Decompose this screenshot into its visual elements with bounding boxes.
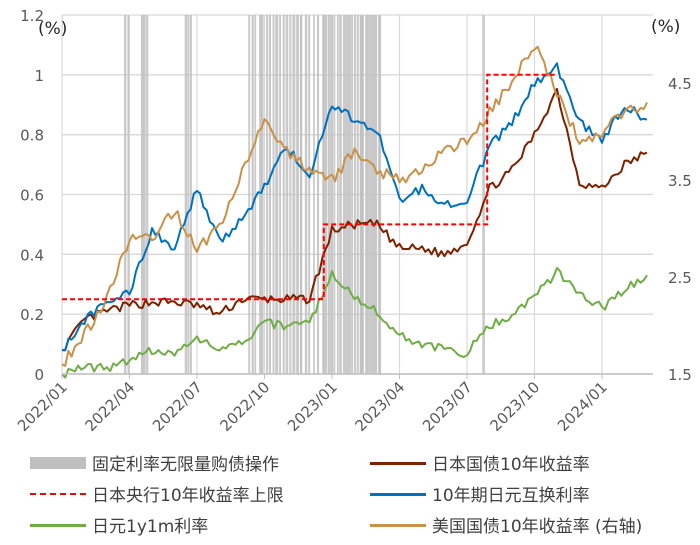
- gray-bar-swatch-icon: [30, 456, 86, 470]
- svg-text:1.5: 1.5: [668, 366, 692, 384]
- svg-text:4.5: 4.5: [668, 75, 692, 93]
- tan-line-swatch-icon: [370, 518, 426, 532]
- green-line-swatch-icon: [30, 518, 86, 532]
- svg-text:(%): (%): [38, 19, 67, 39]
- svg-text:2024/01: 2024/01: [554, 378, 611, 435]
- legend-item-boj-cap: 日本央行10年收益率上限: [30, 481, 284, 506]
- svg-text:0.4: 0.4: [20, 246, 44, 264]
- legend-item-jgb10y: 日本国债10年收益率: [370, 450, 590, 475]
- legend-label: 日本国债10年收益率: [432, 455, 590, 475]
- legend-item-jpy1y1m: 日元1y1m利率: [30, 512, 208, 537]
- legend-label: 美国国债10年收益率 (右轴): [432, 517, 643, 537]
- red-dash-swatch-icon: [30, 487, 86, 501]
- series-lines: [61, 45, 648, 379]
- blue-line-swatch-icon: [370, 487, 426, 501]
- line-chart: 00.20.40.60.811.2(%)1.52.53.54.5(%)2022/…: [14, 7, 692, 435]
- legend-item-ust10y: 美国国债10年收益率 (右轴): [370, 512, 642, 537]
- svg-text:3.5: 3.5: [668, 172, 692, 190]
- svg-text:2022/04: 2022/04: [82, 378, 139, 435]
- svg-text:0: 0: [34, 366, 44, 384]
- svg-text:2.5: 2.5: [668, 269, 692, 287]
- legend-label: 10年期日元互换利率: [432, 486, 590, 506]
- legend-label: 固定利率无限量购债操作: [92, 455, 279, 475]
- legend-label: 日元1y1m利率: [92, 517, 209, 537]
- svg-text:1.2: 1.2: [20, 7, 44, 25]
- svg-text:2023/10: 2023/10: [487, 378, 544, 435]
- svg-text:0.6: 0.6: [20, 187, 44, 205]
- svg-text:2022/01: 2022/01: [14, 378, 71, 435]
- svg-text:0.8: 0.8: [20, 127, 44, 145]
- svg-text:(%): (%): [651, 17, 680, 37]
- svg-text:2023/01: 2023/01: [284, 378, 341, 435]
- svg-text:2022/10: 2022/10: [217, 378, 274, 435]
- svg-text:2023/07: 2023/07: [419, 378, 476, 435]
- brown-line-swatch-icon: [370, 456, 426, 470]
- shaded-operation-bars: [123, 15, 485, 374]
- svg-text:2023/04: 2023/04: [352, 378, 409, 435]
- legend-item-swap10y: 10年期日元互换利率: [370, 481, 590, 506]
- svg-text:1: 1: [34, 67, 44, 85]
- svg-text:0.2: 0.2: [20, 306, 44, 324]
- legend-item-operations: 固定利率无限量购债操作: [30, 450, 279, 475]
- legend-label: 日本央行10年收益率上限: [92, 486, 284, 506]
- svg-text:2022/07: 2022/07: [149, 378, 206, 435]
